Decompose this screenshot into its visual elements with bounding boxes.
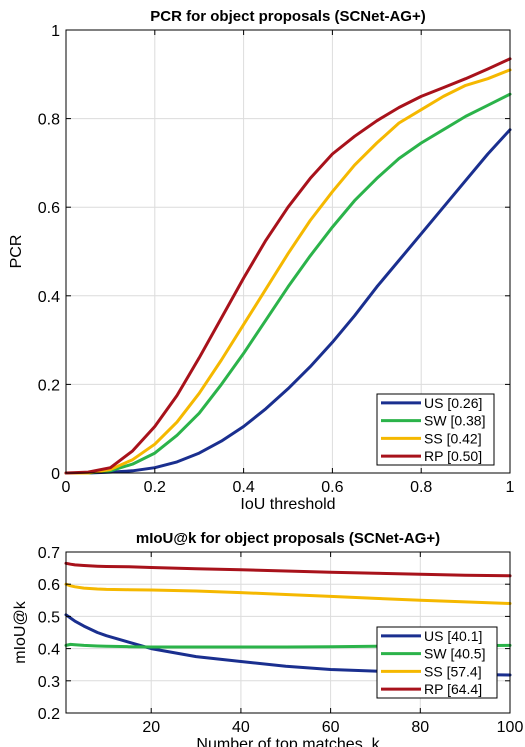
legend: US [40.1] SW [40.5]SS [57.4] RP [64.4] xyxy=(376,626,498,699)
plot-frame xyxy=(65,29,511,474)
series-line-sw xyxy=(64,92,512,475)
legend-box xyxy=(376,626,498,699)
y-tick-label: 0.4 xyxy=(38,642,60,659)
legend-entry: RP [64.4] xyxy=(424,681,482,697)
plot-frame xyxy=(65,551,511,714)
series-line-ss xyxy=(64,582,512,605)
x-tick-label: 80 xyxy=(411,719,429,736)
x-tick-label: 0.4 xyxy=(232,479,254,496)
x-axis-label: Number of top matches, k xyxy=(196,736,380,747)
legend-entry: SS [57.4] xyxy=(424,663,482,679)
y-tick-label: 0.6 xyxy=(38,200,60,217)
chart-1: 0 0.2 0.4 0.6 0.8 1 0 0.2 0.4 0.6 0.8 1 PCR for obje… xyxy=(8,8,515,513)
y-axis-label: PCR xyxy=(8,235,25,269)
chart-title: PCR for object proposals (SCNet-AG+) xyxy=(150,8,425,25)
legend: US [0.26] SW [0.38]SS [0.42] RP [0.50] xyxy=(376,393,495,466)
y-tick-label: 0.5 xyxy=(38,609,60,626)
legend-entry: US [0.26] xyxy=(424,395,482,411)
x-tick-label: 0.2 xyxy=(144,479,166,496)
x-tick-label: 0.6 xyxy=(321,479,343,496)
legend-entry: US [40.1] xyxy=(424,628,482,644)
chart-title: mIoU@k for object proposals (SCNet-AG+) xyxy=(136,530,440,547)
y-tick-label: 0.3 xyxy=(38,674,60,691)
series-line-rp xyxy=(64,561,512,578)
y-tick-label: 0.8 xyxy=(38,112,60,129)
x-axis-label: IoU threshold xyxy=(240,496,335,513)
x-tick-label: 60 xyxy=(322,719,340,736)
series-line-rp xyxy=(64,57,512,475)
x-tick-label: 0.8 xyxy=(410,479,432,496)
y-tick-label: 0.7 xyxy=(38,545,60,562)
y-tick-label: 0.2 xyxy=(38,706,60,723)
y-tick-label: 0.6 xyxy=(38,577,60,594)
y-tick-label: 0.2 xyxy=(38,377,60,394)
y-axis-label: mIoU@k xyxy=(12,600,29,663)
grid xyxy=(66,30,510,473)
y-tick-label: 1 xyxy=(51,23,60,40)
x-tick-label: 0 xyxy=(62,479,71,496)
legend-entry: RP [0.50] xyxy=(424,448,482,464)
x-tick-label: 100 xyxy=(497,719,524,736)
legend-entry: SW [0.38] xyxy=(424,413,485,429)
y-tick-label: 0 xyxy=(51,466,60,483)
x-tick-label: 40 xyxy=(232,719,250,736)
legend-entry: SS [0.42] xyxy=(424,430,482,446)
series-line-us xyxy=(64,128,512,475)
chart-2: 20 40 60 80 100 0.2 0.3 0.4 0.5 0.6 0.7 mIoU@k for … xyxy=(12,530,523,747)
legend-entry: SW [40.5] xyxy=(424,646,485,662)
legend-box xyxy=(376,393,495,466)
series-line-ss xyxy=(64,68,512,475)
x-tick-label: 1 xyxy=(506,479,515,496)
x-tick-label: 20 xyxy=(142,719,160,736)
y-tick-label: 0.4 xyxy=(38,289,60,306)
